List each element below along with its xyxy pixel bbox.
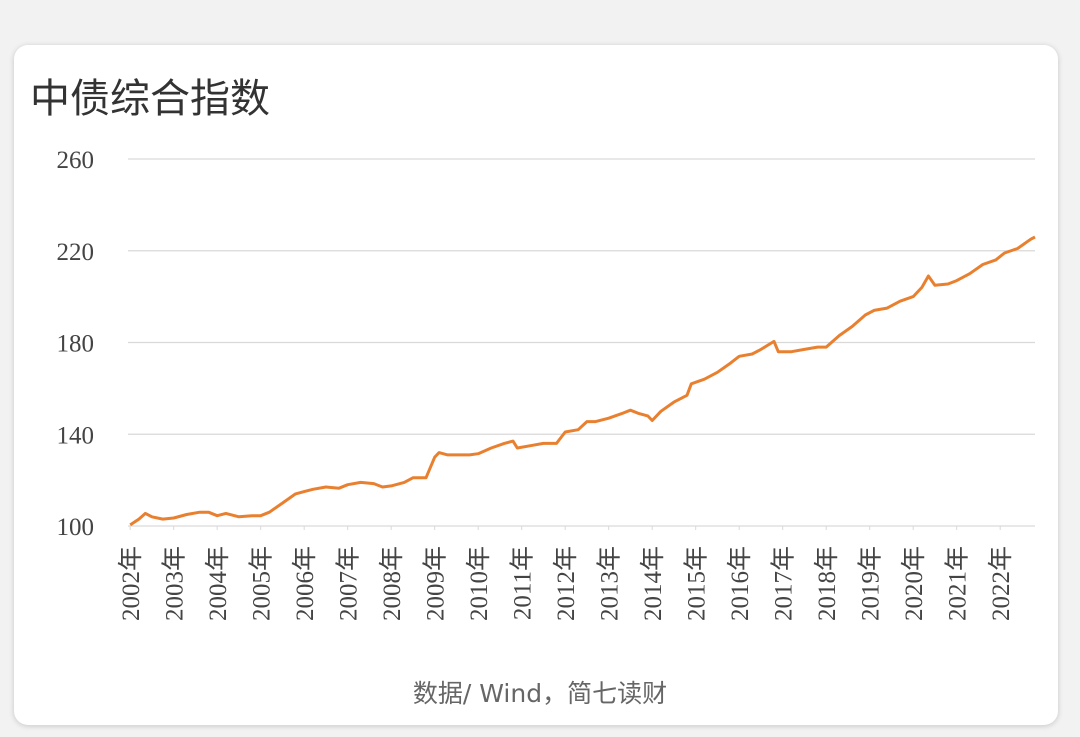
- x-tick-label: 2013年: [596, 546, 624, 621]
- x-tick-label: 2010年: [465, 546, 493, 621]
- x-tick-label: 2012年: [552, 546, 580, 621]
- x-tick-label: 2004年: [204, 546, 232, 621]
- chart-title: 中债综合指数: [30, 76, 270, 122]
- x-tick-label: 2005年: [248, 546, 276, 621]
- x-tick-label: 2014年: [639, 546, 667, 621]
- x-tick-label: 2009年: [422, 546, 450, 621]
- x-tick-label: 2006年: [291, 546, 319, 621]
- y-tick-label: 180: [57, 331, 95, 358]
- line-series: [129, 235, 1036, 527]
- x-tick-label: 2008年: [378, 546, 406, 621]
- source-note: 数据/ Wind，简七读财: [413, 679, 667, 708]
- y-tick-label: 140: [57, 422, 95, 449]
- x-tick-label: 2019年: [857, 546, 885, 621]
- x-tick-label: 2015年: [683, 546, 711, 621]
- card: [14, 45, 1058, 725]
- x-tick-label: 2007年: [335, 546, 363, 621]
- x-tick-label: 2021年: [944, 546, 972, 621]
- x-tick-label: 2003年: [161, 546, 189, 621]
- y-tick-label: 220: [57, 239, 95, 266]
- x-tick-label: 2016年: [726, 546, 754, 621]
- y-tick-label: 100: [57, 514, 95, 541]
- x-tick-label: 2020年: [900, 546, 928, 621]
- x-tick-label: 2017年: [770, 546, 798, 621]
- x-tick-label: 2022年: [987, 546, 1015, 621]
- x-tick-label: 2018年: [813, 546, 841, 621]
- x-tick-label: 2011年: [509, 546, 537, 620]
- x-tick-label: 2002年: [117, 546, 145, 621]
- y-tick-label: 260: [57, 147, 95, 174]
